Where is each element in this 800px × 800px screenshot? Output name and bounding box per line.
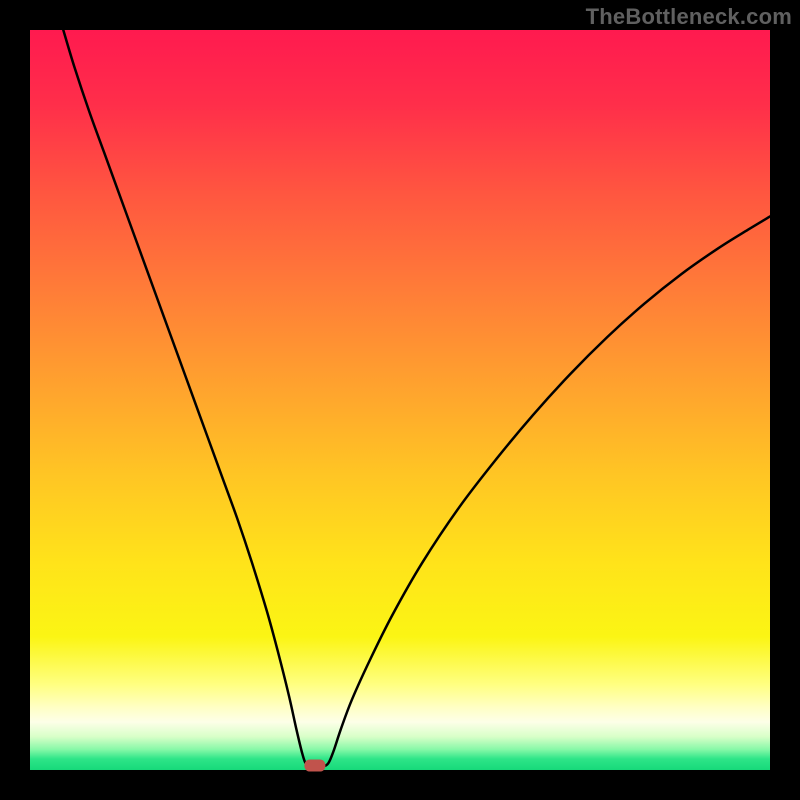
gradient-background — [30, 30, 770, 770]
optimal-point-marker — [305, 760, 325, 771]
watermark-text: TheBottleneck.com — [586, 4, 792, 30]
bottleneck-chart — [0, 0, 800, 800]
